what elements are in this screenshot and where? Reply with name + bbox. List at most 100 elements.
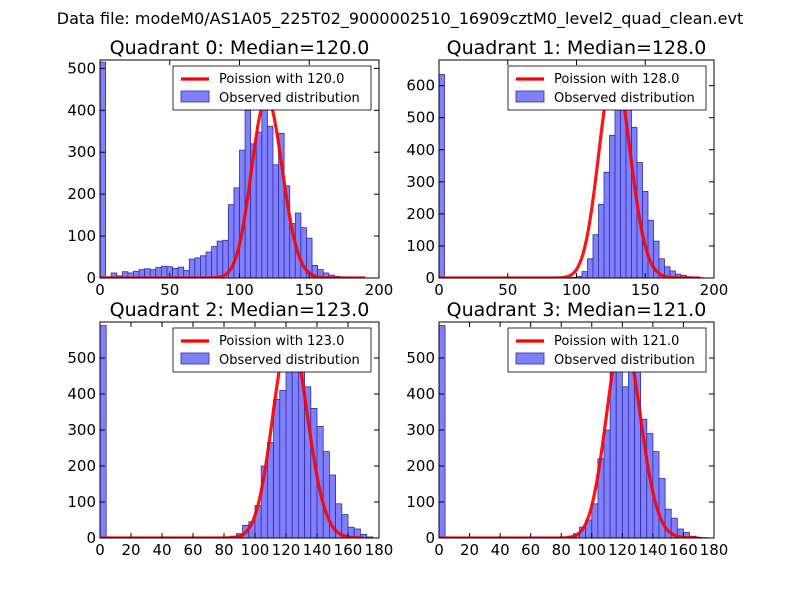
y-tick-label: 400 <box>67 385 96 403</box>
x-tick-label: 80 <box>214 541 233 559</box>
panel-0: 0 50 100 150 200 0 100 200 300 400 500 Quadrant 0: … <box>67 37 393 299</box>
histogram-bar <box>359 534 367 538</box>
y-tick-label: 100 <box>67 493 96 511</box>
histogram-bar <box>255 131 263 278</box>
x-tick-label: 60 <box>183 541 202 559</box>
y-tick-label: 400 <box>406 141 435 159</box>
x-tick-label: 200 <box>700 281 729 299</box>
x-tick-label: 50 <box>498 281 517 299</box>
bars-2 <box>100 325 374 538</box>
histogram-bar <box>261 84 268 278</box>
histogram-bar <box>621 386 629 538</box>
histogram-bar <box>598 203 605 278</box>
legend-label-observed: Observed distribution <box>554 91 695 106</box>
histogram-bar <box>285 368 293 538</box>
x-tick-label: 0 <box>95 281 105 299</box>
histogram-bar <box>272 164 279 278</box>
histogram-bar <box>581 271 588 278</box>
y-tick-label: 500 <box>406 109 435 127</box>
x-tick-label: 100 <box>562 281 591 299</box>
histogram-bar <box>322 451 330 538</box>
panel-title: Quadrant 1: Median=128.0 <box>447 37 707 59</box>
histogram-bar <box>110 272 118 278</box>
x-tick-label: 40 <box>491 541 510 559</box>
x-tick-label: 160 <box>669 541 698 559</box>
legend-bar-swatch <box>180 352 210 365</box>
poisson-curve <box>439 68 701 278</box>
y-tick-label: 100 <box>406 493 435 511</box>
y-tick-label: 500 <box>67 59 96 77</box>
x-tick-label: 120 <box>272 541 301 559</box>
y-tick-label: 100 <box>67 227 96 245</box>
histogram-bar <box>609 134 616 278</box>
y-tick-label: 300 <box>67 421 96 439</box>
legend-label-poisson: Poission with 121.0 <box>554 334 679 349</box>
x-tick-label: 0 <box>434 281 444 299</box>
x-tick-label: 200 <box>365 281 394 299</box>
x-tick-label: 180 <box>365 541 394 559</box>
x-tick-label: 100 <box>225 281 254 299</box>
histogram-bar <box>670 517 678 538</box>
x-tick-label: 180 <box>700 541 729 559</box>
poisson-curve <box>439 333 699 538</box>
bars-3 <box>439 325 709 538</box>
panel-title: Quadrant 3: Median=121.0 <box>447 299 707 321</box>
histogram-bar <box>100 325 107 538</box>
histogram-bar <box>306 237 313 278</box>
histogram-bar <box>592 234 599 278</box>
x-tick-label: 80 <box>552 541 571 559</box>
y-tick-label: 100 <box>406 237 435 255</box>
panel-title: Quadrant 0: Median=120.0 <box>110 37 370 59</box>
legend-bar-swatch <box>515 90 545 103</box>
x-tick-label: 40 <box>152 541 171 559</box>
histogram-bar <box>591 503 599 538</box>
histogram-bar <box>194 257 201 278</box>
y-tick-label: 0 <box>425 529 435 547</box>
x-tick-label: 60 <box>521 541 540 559</box>
histogram-bar <box>279 389 287 538</box>
x-tick-label: 140 <box>639 541 668 559</box>
x-tick-label: 140 <box>303 541 332 559</box>
x-tick-label: 20 <box>460 541 479 559</box>
y-tick-label: 500 <box>67 349 96 367</box>
x-tick-label: 20 <box>121 541 140 559</box>
histogram-bar <box>177 266 185 278</box>
legend-box <box>172 65 372 111</box>
legend-box <box>507 327 707 373</box>
x-tick-label: 100 <box>241 541 270 559</box>
y-tick-label: 500 <box>406 349 435 367</box>
histogram-bar <box>188 258 196 278</box>
legend-label-poisson: Poission with 128.0 <box>554 72 679 87</box>
x-tick-label: 150 <box>631 281 660 299</box>
histogram-bar <box>615 370 623 538</box>
legend-bar-swatch <box>180 90 210 103</box>
histogram-bar <box>216 240 224 278</box>
x-tick-label: 0 <box>434 541 444 559</box>
figure-title: Data file: modeM0/AS1A05_225T02_90000025… <box>57 9 743 29</box>
histogram-bar <box>211 246 218 278</box>
y-tick-label: 300 <box>67 143 96 161</box>
legend-label-poisson: Poission with 120.0 <box>219 72 344 87</box>
histogram-bar <box>439 74 445 278</box>
x-tick-label: 160 <box>334 541 363 559</box>
histogram-bar <box>647 219 654 278</box>
legend-label-poisson: Poission with 123.0 <box>219 334 344 349</box>
y-tick-label: 400 <box>67 101 96 119</box>
legend-box <box>507 65 707 111</box>
legend-box <box>172 327 372 373</box>
histogram-bar <box>273 398 281 538</box>
histogram-bar <box>603 171 610 278</box>
legend-label-observed: Observed distribution <box>219 91 360 106</box>
y-tick-label: 300 <box>406 421 435 439</box>
y-tick-label: 0 <box>425 269 435 287</box>
y-tick-label: 400 <box>406 385 435 403</box>
panel-2: 0 20 40 60 80 100 120 140 160 1800100200300400500… <box>67 299 393 559</box>
histogram-bar <box>100 61 106 278</box>
y-tick-label: 0 <box>86 529 96 547</box>
x-tick-label: 120 <box>608 541 637 559</box>
histogram-bar <box>587 258 594 278</box>
histogram-bar <box>603 429 611 538</box>
panel-3: 0 20 40 60 80 100 120 140 160 1800100200300400500… <box>406 299 728 559</box>
histogram-bar <box>205 251 213 278</box>
histogram-bar <box>439 325 446 538</box>
